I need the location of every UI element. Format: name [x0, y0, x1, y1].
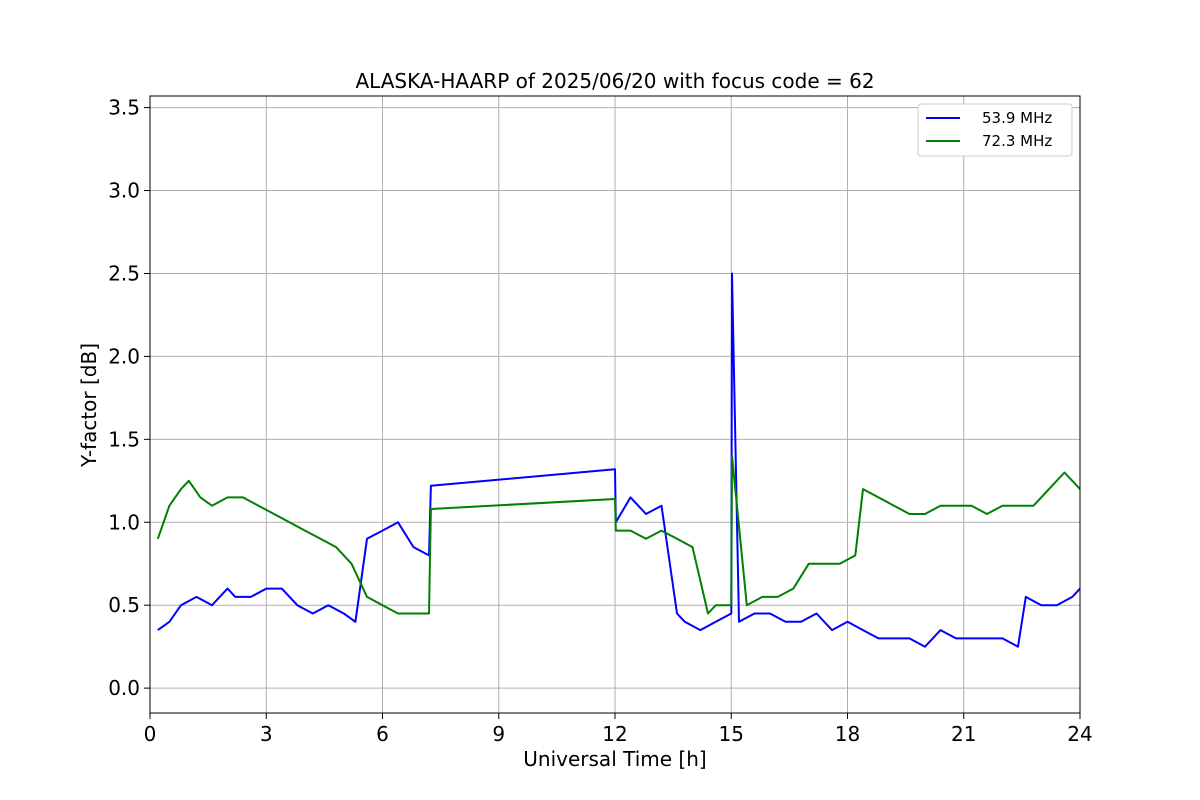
- legend-label-53-9: 53.9 MHz: [982, 109, 1052, 127]
- x-tick-label: 6: [376, 722, 389, 746]
- series-line-53-9-mhz: [157, 272, 1080, 648]
- series-line-72-3-mhz: [156, 454, 1080, 615]
- x-tick-label: 12: [602, 722, 627, 746]
- legend-label-72-3: 72.3 MHz: [982, 132, 1052, 150]
- chart-title: ALASKA-HAARP of 2025/06/20 with focus co…: [355, 69, 874, 93]
- y-tick-label: 2.0: [108, 344, 140, 368]
- y-tick-label: 2.5: [108, 261, 140, 285]
- y-axis-label: Y-factor [dB]: [77, 343, 101, 468]
- y-tick-label: 1.5: [108, 427, 140, 451]
- x-tick-label: 3: [260, 722, 273, 746]
- y-tick-label: 3.5: [108, 96, 140, 120]
- y-tick-label: 3.0: [108, 179, 140, 203]
- x-tick-label: 15: [719, 722, 744, 746]
- legend: 53.9 MHz 72.3 MHz: [917, 103, 1073, 157]
- tick-layer: 0 3 6 9 12 15 18 21 24 0.0 0.5 1.0 1.5 2.0 2.5 3.0 3.5: [108, 96, 1093, 746]
- x-tick-label: 9: [492, 722, 505, 746]
- series-layer: [156, 272, 1080, 648]
- x-tick-label: 0: [144, 722, 157, 746]
- y-tick-label: 0.5: [108, 593, 140, 617]
- x-tick-label: 24: [1067, 722, 1092, 746]
- y-tick-label: 1.0: [108, 510, 140, 534]
- x-tick-label: 21: [951, 722, 976, 746]
- x-tick-label: 18: [835, 722, 860, 746]
- x-axis-label: Universal Time [h]: [523, 747, 706, 771]
- y-tick-label: 0.0: [108, 676, 140, 700]
